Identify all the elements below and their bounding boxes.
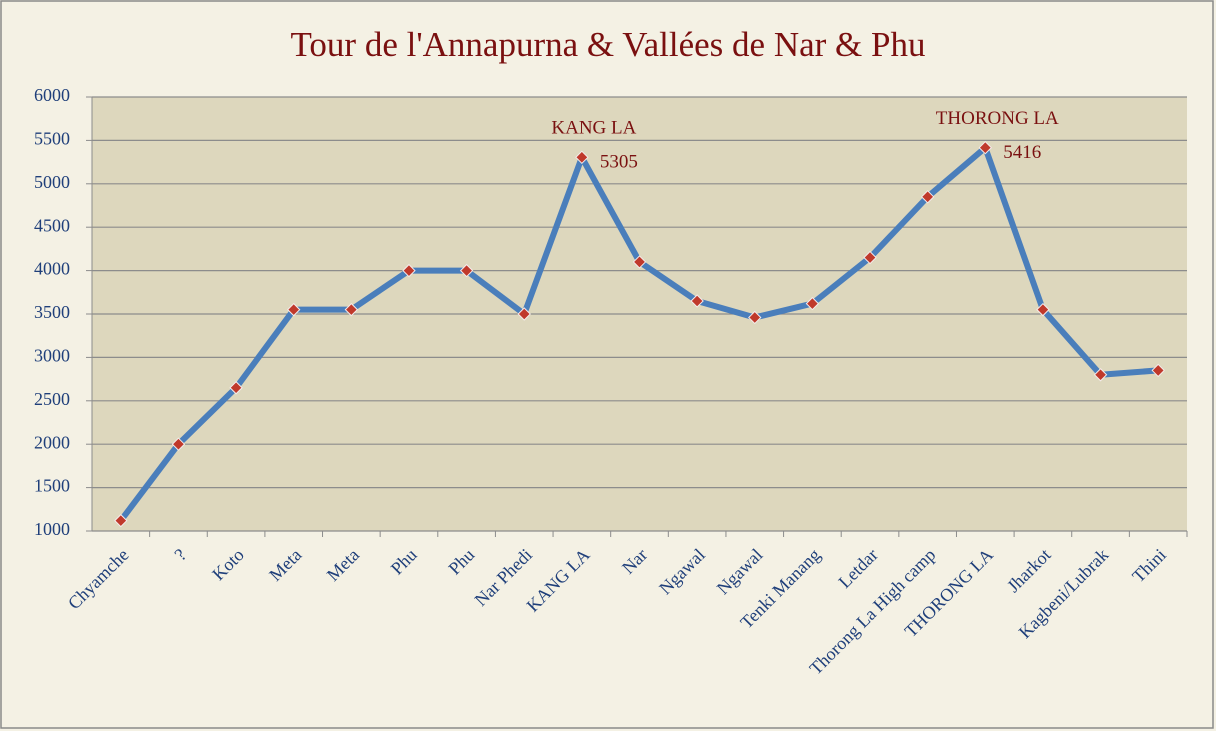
marker	[229, 381, 243, 395]
annotation-label: THORONG LA	[936, 108, 1059, 129]
annotation-value: 5305	[600, 152, 638, 173]
marker	[402, 263, 416, 278]
marker	[863, 250, 877, 265]
marker	[114, 513, 128, 528]
annotation-value: 5416	[1003, 142, 1041, 163]
y-tick-label: 4500	[34, 215, 70, 235]
marker	[344, 302, 359, 317]
marker	[1151, 363, 1165, 378]
y-tick-label: 3500	[34, 302, 70, 322]
marker	[517, 307, 531, 321]
marker	[459, 263, 474, 278]
y-tick-label: 5500	[34, 129, 70, 149]
marker	[805, 296, 820, 311]
marker	[690, 294, 704, 308]
marker	[978, 140, 992, 155]
marker	[287, 302, 301, 317]
y-tick-label: 4000	[34, 259, 70, 279]
marker	[920, 190, 935, 204]
marker	[575, 150, 589, 165]
y-tick-label: 2500	[34, 389, 70, 409]
y-tick-label: 1500	[34, 476, 70, 496]
y-tick-label: 5000	[34, 172, 70, 192]
y-tick-label: 2000	[34, 432, 70, 452]
marker	[1036, 302, 1050, 317]
marker	[748, 310, 762, 325]
marker	[1093, 368, 1108, 382]
annotation-label: KANG LA	[551, 118, 636, 139]
chart-title: Tour de l'Annapurna & Vallées de Nar & P…	[290, 25, 925, 64]
marker	[171, 437, 186, 451]
y-tick-label: 1000	[34, 519, 70, 539]
y-tick-label: 6000	[34, 85, 70, 105]
marker	[632, 255, 647, 269]
y-tick-label: 3000	[34, 346, 70, 366]
